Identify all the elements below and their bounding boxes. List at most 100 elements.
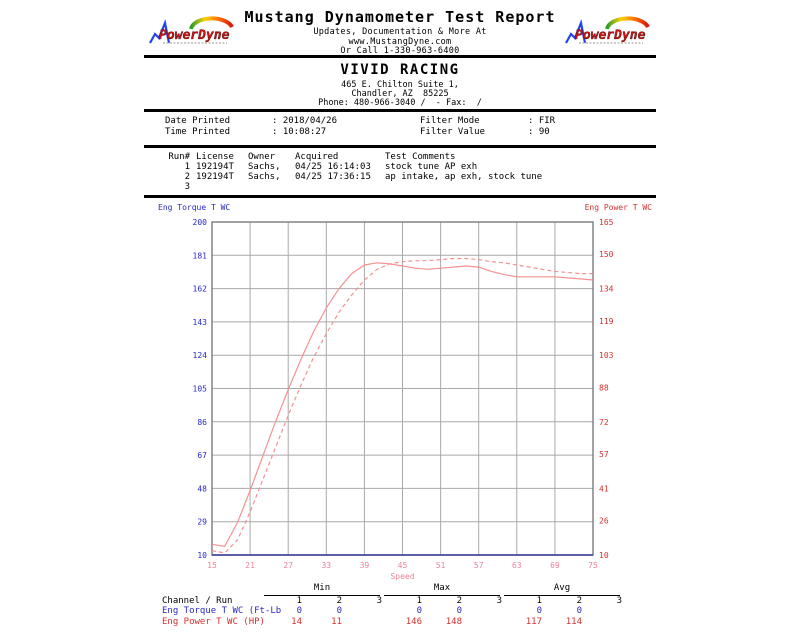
- chart-text: 27: [283, 561, 293, 570]
- run-owner: Sachs,: [248, 162, 281, 172]
- power-value: [462, 618, 502, 628]
- power-value: 114: [565, 616, 582, 627]
- run-license: 192194T: [196, 162, 234, 172]
- chart-text: 181: [193, 251, 208, 260]
- power-value: 146: [405, 616, 422, 627]
- run-license: 192194T: [196, 172, 234, 182]
- power-value: 117: [525, 616, 542, 627]
- powerdyne-logo-graphic: PowerDyne: [149, 16, 234, 44]
- dyno-chart-svg: 200 181 162 143 124 105 86 67 48 29 10 165 150 134 119…: [158, 203, 653, 581]
- torque-value: 0: [296, 606, 302, 616]
- comments-col-header: Test Comments: [385, 152, 456, 162]
- run-col: 3: [496, 595, 502, 606]
- power-value: 11: [331, 616, 342, 627]
- torque-value: 0: [576, 606, 582, 616]
- x-axis-title: Speed: [390, 572, 414, 580]
- chart-text: 63: [512, 561, 522, 570]
- max-group-header: Max: [384, 583, 500, 596]
- run-owner: Sachs,: [248, 172, 281, 182]
- powerdyne-logo-right: PowerDyne: [563, 14, 653, 54]
- run-acquired: 04/25 17:36:15: [295, 172, 371, 182]
- dyno-trace-icon: [565, 19, 587, 44]
- print-info-row-2: Time Printed : 10:08:27 Filter Value : 9…: [165, 127, 550, 137]
- run-col-header: Run#: [168, 152, 190, 162]
- run-col: 1: [536, 595, 542, 606]
- report-subtitle-3: Or Call 1-330-963-6400: [340, 46, 460, 56]
- torque-value: [582, 607, 622, 617]
- run-acquired: 04/25 16:14:03: [295, 162, 371, 172]
- report-subtitle-1: Updates, Documentation & More At: [313, 27, 487, 37]
- chart-text: 15: [207, 561, 217, 570]
- chart-text: 124: [193, 351, 208, 360]
- right-axis-title: Eng Power T WC: [585, 203, 653, 212]
- divider-2: [144, 109, 656, 112]
- filter-value-value: : 90: [528, 127, 550, 137]
- shop-name: VIVID RACING: [340, 62, 460, 78]
- run-col: 1: [296, 595, 302, 606]
- chart-text: 134: [599, 285, 614, 294]
- time-printed-label: Time Printed: [165, 127, 231, 137]
- dyno-chart: 200 181 162 143 124 105 86 67 48 29 10 165 150 134 119…: [140, 200, 660, 581]
- filter-mode-value: : FIR: [528, 116, 556, 126]
- summary-table: Min Max Avg Channel / Run 1 2 3 1 2 3 1 …: [162, 583, 622, 628]
- divider-3: [144, 145, 656, 148]
- logo-text: PowerDyne: [575, 28, 646, 43]
- chart-text: 69: [550, 561, 560, 570]
- chart-text: 51: [436, 561, 446, 570]
- series-solid: [211, 262, 594, 548]
- chart-text: 143: [193, 318, 208, 327]
- power-row-label: Eng Power T WC (HP): [162, 616, 265, 627]
- shop-phone: Phone: 480-966-3040 / - Fax: /: [318, 98, 482, 108]
- chart-text: 150: [599, 250, 614, 259]
- chart-text: 33: [321, 561, 331, 570]
- run-comments: [385, 182, 542, 192]
- chart-text: 48: [197, 484, 207, 493]
- power-value: [342, 618, 382, 628]
- torque-value: 0: [536, 606, 542, 616]
- chart-text: 10: [599, 551, 609, 560]
- chart-text: 105: [193, 385, 208, 394]
- run-comments: ap intake, ap exh, stock tune: [385, 172, 543, 182]
- run-comments: stock tune AP exh: [385, 162, 478, 172]
- dyno-trace-icon: [149, 19, 171, 44]
- series-dashed: [211, 257, 593, 554]
- torque-value: 0: [456, 606, 462, 616]
- channel-run-label: Channel / Run: [162, 595, 233, 606]
- run-number: 1: [184, 162, 190, 172]
- run-number: 3: [184, 182, 190, 192]
- chart-text: 75: [588, 561, 598, 570]
- report-title: Mustang Dynamometer Test Report: [244, 8, 556, 26]
- run-acquired: [295, 182, 385, 192]
- divider-1: [144, 55, 656, 58]
- chart-text: 86: [197, 418, 207, 427]
- avg-group-header: Avg: [504, 583, 620, 596]
- chart-text: 39: [360, 561, 370, 570]
- chart-text: 162: [193, 285, 208, 294]
- owner-col-header: Owner: [248, 152, 276, 162]
- run-col: 2: [336, 595, 342, 606]
- left-axis-title: Eng Torque T WC: [158, 203, 230, 212]
- run-license: [196, 182, 248, 192]
- chart-text: 26: [599, 517, 609, 526]
- powerdyne-logo-graphic: PowerDyne: [565, 16, 650, 44]
- filter-mode-label: Filter Mode: [420, 116, 480, 126]
- chart-text: 200: [193, 218, 208, 227]
- report-subtitle-2: www.MustangDyne.com: [348, 37, 452, 47]
- date-printed-value: : 2018/04/26: [272, 116, 338, 126]
- power-value: 14: [291, 616, 302, 627]
- chart-text: 41: [599, 484, 609, 493]
- filter-value-label: Filter Value: [420, 127, 486, 137]
- run-col: 2: [456, 595, 462, 606]
- torque-value: 0: [336, 606, 342, 616]
- torque-value: 0: [416, 606, 422, 616]
- shop-address-1: 465 E. Chilton Suite 1,: [341, 80, 459, 90]
- rainbow-arc-icon: [189, 16, 234, 30]
- power-value: 148: [445, 616, 462, 627]
- run-col: 1: [416, 595, 422, 606]
- torque-value: [462, 607, 502, 617]
- chart-text: 10: [197, 551, 207, 560]
- print-info-row-1: Date Printed : 2018/04/26 Filter Mode : …: [165, 116, 555, 126]
- chart-text: 29: [197, 518, 207, 527]
- run-number: 2: [184, 172, 190, 182]
